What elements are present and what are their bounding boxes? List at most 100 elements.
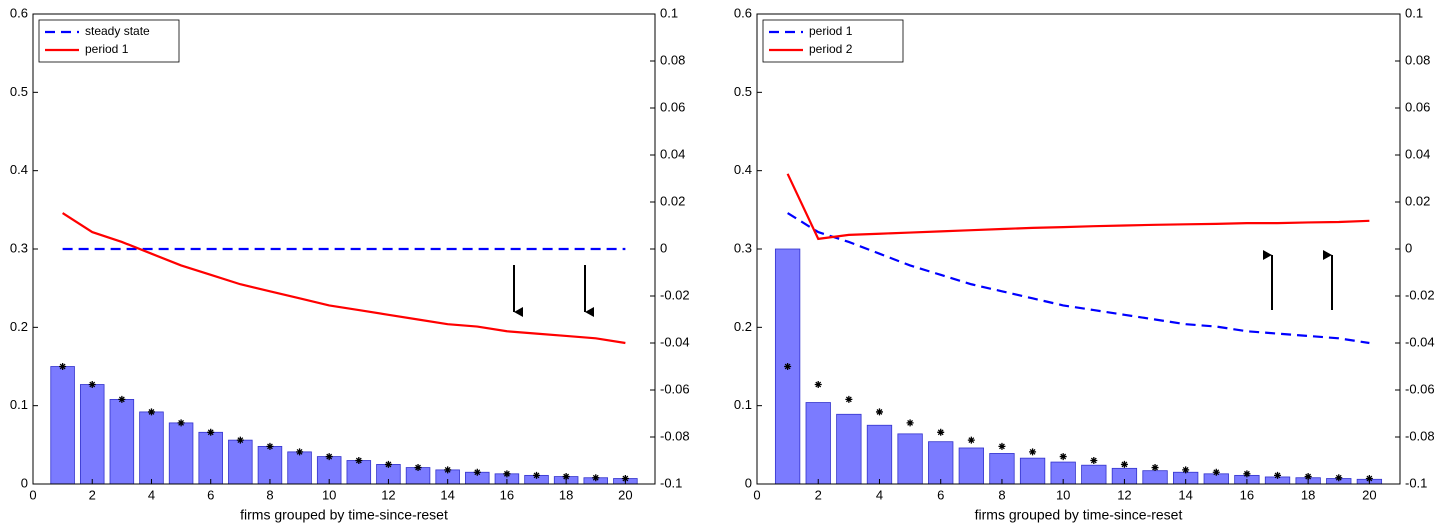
- y-tick-label: 0.1: [734, 397, 752, 412]
- y-tick-label: 0.4: [734, 162, 752, 177]
- bar: [897, 433, 923, 485]
- star-marker: [937, 428, 945, 436]
- x-tick-label: 2: [815, 487, 822, 502]
- bar: [287, 451, 312, 485]
- x-tick-label: 4: [876, 487, 883, 502]
- y2-tick-label: 0.08: [1405, 52, 1430, 67]
- legend-label: period 1: [85, 42, 129, 56]
- bar: [79, 384, 105, 485]
- star-marker: [1335, 474, 1343, 482]
- star-marker: [1182, 466, 1190, 474]
- y2-tick-label: -0.1: [660, 475, 682, 490]
- bar: [1081, 464, 1107, 485]
- star-marker: [845, 395, 853, 403]
- y-tick-label: 0.3: [734, 240, 752, 255]
- bar: [836, 413, 862, 485]
- x-tick-label: 16: [1240, 487, 1254, 502]
- bar: [198, 431, 223, 485]
- y2-tick-label: -0.08: [660, 428, 690, 443]
- bar: [805, 402, 831, 485]
- x-axis-label: firms grouped by time-since-reset: [975, 507, 1183, 523]
- star-marker: [998, 442, 1006, 450]
- y2-tick-label: -0.04: [1405, 334, 1435, 349]
- star-marker: [59, 363, 67, 370]
- star-marker: [444, 466, 452, 474]
- star-marker: [1059, 453, 1067, 461]
- bar: [50, 366, 75, 485]
- bar: [228, 439, 253, 485]
- x-tick-label: 0: [753, 487, 760, 502]
- x-tick-label: 2: [89, 487, 96, 502]
- y2-tick-label: -0.04: [660, 334, 690, 349]
- y2-tick-label: 0: [1405, 240, 1412, 255]
- star-marker: [147, 408, 155, 416]
- x-tick-label: 8: [266, 487, 273, 502]
- legend-box: [38, 19, 180, 63]
- y-tick-label: 0.2: [734, 319, 752, 334]
- y2-tick-label: 0.06: [660, 99, 685, 114]
- x-tick-label: 8: [998, 487, 1005, 502]
- star-marker: [592, 474, 600, 482]
- x-tick-label: 20: [1362, 487, 1376, 502]
- star-marker: [1365, 475, 1373, 483]
- star-marker: [533, 471, 541, 479]
- star-marker: [1274, 471, 1282, 479]
- y-tick-label: 0.5: [734, 84, 752, 99]
- x-tick-label: 14: [440, 487, 454, 502]
- star-marker: [1029, 448, 1037, 456]
- x-tick-label: 6: [207, 487, 214, 502]
- y2-tick-label: -0.02: [1405, 287, 1435, 302]
- legend-label: steady state: [85, 24, 150, 38]
- x-tick-label: 12: [381, 487, 395, 502]
- star-marker: [177, 419, 185, 427]
- star-marker: [1120, 460, 1128, 468]
- star-marker: [967, 436, 975, 444]
- bar: [1019, 457, 1046, 485]
- y2-tick-label: 0.1: [1405, 5, 1423, 20]
- x-tick-label: 12: [1117, 487, 1131, 502]
- star-marker: [266, 442, 274, 450]
- bar: [168, 422, 194, 485]
- series-line: [787, 212, 1370, 345]
- star-marker: [814, 381, 822, 389]
- star-marker: [562, 473, 570, 481]
- y2-tick-label: -0.02: [660, 287, 690, 302]
- star-marker: [414, 464, 422, 472]
- bar: [109, 398, 135, 485]
- star-marker: [1151, 464, 1159, 472]
- y2-tick-label: -0.06: [1405, 381, 1435, 396]
- bar: [346, 460, 372, 485]
- y-tick-label: 0.6: [10, 5, 28, 20]
- series-line: [62, 212, 626, 345]
- star-marker: [1212, 468, 1220, 476]
- x-tick-label: 10: [1056, 487, 1070, 502]
- bar: [928, 441, 954, 485]
- star-marker: [503, 470, 511, 478]
- star-marker: [621, 475, 629, 483]
- bar: [139, 411, 164, 485]
- bar: [866, 424, 893, 485]
- star-marker: [118, 395, 126, 403]
- y2-tick-label: 0.02: [1405, 193, 1430, 208]
- y-tick-label: 0.5: [10, 84, 28, 99]
- star-marker: [473, 468, 481, 476]
- x-tick-label: 14: [1178, 487, 1192, 502]
- y2-tick-label: 0.04: [1405, 146, 1430, 161]
- legend-box: [762, 19, 904, 63]
- x-tick-label: 16: [500, 487, 514, 502]
- star-marker: [236, 436, 244, 444]
- star-marker: [1090, 457, 1098, 464]
- y2-tick-label: -0.06: [660, 381, 690, 396]
- y-tick-label: 0.3: [10, 240, 28, 255]
- star-marker: [875, 408, 883, 416]
- y2-tick-label: -0.1: [1405, 475, 1427, 490]
- y-tick-label: 0.2: [10, 319, 28, 334]
- star-marker: [296, 448, 304, 456]
- x-axis-label: firms grouped by time-since-reset: [240, 507, 448, 523]
- y-tick-label: 0: [745, 475, 752, 490]
- x-tick-label: 6: [937, 487, 944, 502]
- star-marker: [88, 381, 96, 389]
- y-tick-label: 0.6: [734, 5, 752, 20]
- bar: [257, 445, 283, 485]
